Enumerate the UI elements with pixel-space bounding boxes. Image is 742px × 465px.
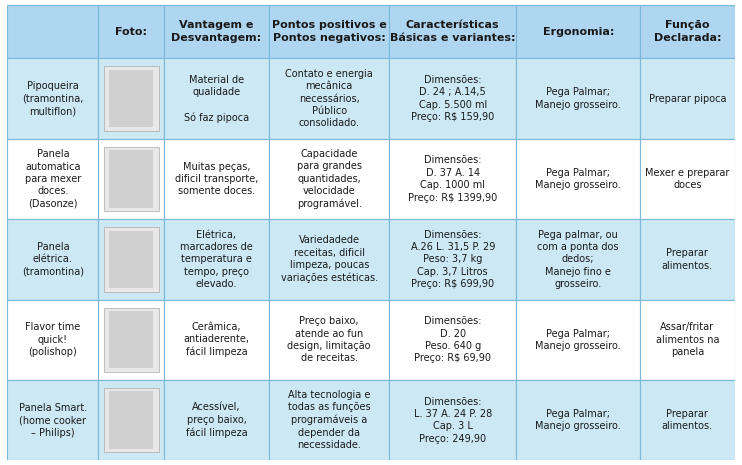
Bar bbox=[99, 59, 164, 139]
Text: Panela Smart.
(home cooker
– Philips): Panela Smart. (home cooker – Philips) bbox=[19, 403, 87, 438]
Text: Pega Palmar;
Manejo grosseiro.: Pega Palmar; Manejo grosseiro. bbox=[536, 87, 621, 110]
Bar bbox=[164, 5, 269, 59]
Bar bbox=[104, 308, 159, 372]
Bar bbox=[109, 392, 153, 449]
Text: Acessível,
preço baixo,
fácil limpeza: Acessível, preço baixo, fácil limpeza bbox=[186, 402, 247, 438]
Bar bbox=[104, 147, 159, 211]
Bar bbox=[164, 139, 269, 219]
Bar bbox=[640, 299, 735, 380]
Text: Assar/fritar
alimentos na
panela: Assar/fritar alimentos na panela bbox=[656, 322, 719, 357]
Bar bbox=[269, 219, 390, 299]
Bar bbox=[640, 219, 735, 299]
Text: Elétrica,
marcadores de
temperatura e
tempo, preço
elevado.: Elétrica, marcadores de temperatura e te… bbox=[180, 230, 253, 289]
Text: Contato e energia
mecânica
necessários,
Público
consolidado.: Contato e energia mecânica necessários, … bbox=[286, 69, 373, 128]
Bar bbox=[390, 139, 516, 219]
Bar bbox=[390, 299, 516, 380]
Bar bbox=[104, 388, 159, 452]
Bar bbox=[390, 380, 516, 460]
Bar bbox=[516, 380, 640, 460]
Text: Material de
qualidade

Só faz pipoca: Material de qualidade Só faz pipoca bbox=[184, 75, 249, 123]
Text: Pipoqueira
(tramontina,
multiflon): Pipoqueira (tramontina, multiflon) bbox=[22, 81, 84, 116]
Bar bbox=[99, 299, 164, 380]
Bar bbox=[99, 219, 164, 299]
Text: Características
Básicas e variantes:: Características Básicas e variantes: bbox=[390, 20, 516, 43]
Text: Pega Palmar;
Manejo grosseiro.: Pega Palmar; Manejo grosseiro. bbox=[536, 409, 621, 432]
Text: Preço baixo,
atende ao fun
design, limitação
de receitas.: Preço baixo, atende ao fun design, limit… bbox=[287, 316, 371, 363]
Text: Mexer e preparar
doces: Mexer e preparar doces bbox=[645, 168, 729, 190]
Text: Flavor time
quick!
(polishop): Flavor time quick! (polishop) bbox=[25, 322, 80, 357]
Bar bbox=[516, 299, 640, 380]
Text: Vantagem e
Desvantagem:: Vantagem e Desvantagem: bbox=[171, 20, 261, 43]
Text: Capacidade
para grandes
quantidades,
velocidade
programável.: Capacidade para grandes quantidades, vel… bbox=[297, 149, 361, 209]
Text: Panela
automatica
para mexer
doces.
(Dasonze): Panela automatica para mexer doces. (Das… bbox=[24, 149, 81, 209]
Text: Panela
elétrica.
(tramontina): Panela elétrica. (tramontina) bbox=[22, 242, 84, 277]
Bar bbox=[109, 150, 153, 208]
Bar bbox=[269, 299, 390, 380]
Bar bbox=[640, 59, 735, 139]
Bar bbox=[7, 139, 99, 219]
Text: Dimensões:
D. 20
Peso. 640 g
Preço: R$ 69,90: Dimensões: D. 20 Peso. 640 g Preço: R$ 6… bbox=[414, 316, 491, 363]
Bar bbox=[390, 219, 516, 299]
Bar bbox=[269, 59, 390, 139]
Bar bbox=[390, 5, 516, 59]
Text: Foto:: Foto: bbox=[115, 27, 147, 37]
Text: Pega Palmar;
Manejo grosseiro.: Pega Palmar; Manejo grosseiro. bbox=[536, 168, 621, 190]
Text: Dimensões:
D. 24 ; A.14,5
Cap. 5.500 ml
Preço: R$ 159,90: Dimensões: D. 24 ; A.14,5 Cap. 5.500 ml … bbox=[411, 75, 494, 122]
Bar bbox=[104, 227, 159, 292]
Text: Muitas peças,
dificil transporte,
somente doces.: Muitas peças, dificil transporte, soment… bbox=[175, 162, 258, 196]
Bar bbox=[269, 139, 390, 219]
Bar bbox=[164, 219, 269, 299]
Bar bbox=[109, 311, 153, 368]
Bar bbox=[640, 380, 735, 460]
Text: Preparar pipoca: Preparar pipoca bbox=[649, 93, 726, 104]
Bar bbox=[164, 299, 269, 380]
Bar bbox=[164, 380, 269, 460]
Bar bbox=[269, 380, 390, 460]
Bar bbox=[7, 380, 99, 460]
Text: Função
Declarada:: Função Declarada: bbox=[654, 20, 721, 43]
Text: Ergonomia:: Ergonomia: bbox=[542, 27, 614, 37]
Bar bbox=[269, 5, 390, 59]
Text: Dimensões:
D. 37 A. 14
Cap. 1000 ml
Preço: R$ 1399,90: Dimensões: D. 37 A. 14 Cap. 1000 ml Preç… bbox=[408, 155, 497, 203]
Text: Cerâmica,
antiaderente,
fácil limpeza: Cerâmica, antiaderente, fácil limpeza bbox=[183, 322, 249, 358]
Text: Preparar
alimentos.: Preparar alimentos. bbox=[662, 248, 713, 271]
Bar bbox=[7, 219, 99, 299]
Bar bbox=[109, 231, 153, 288]
Bar bbox=[516, 219, 640, 299]
Text: Pega palmar, ou
com a ponta dos
dedos;
Manejo fino e
grosseiro.: Pega palmar, ou com a ponta dos dedos; M… bbox=[537, 230, 619, 289]
Text: Pontos positivos e
Pontos negativos:: Pontos positivos e Pontos negativos: bbox=[272, 20, 387, 43]
Text: Dimensões:
A.26 L. 31,5 P. 29
Peso: 3,7 kg
Cap. 3,7 Litros
Preço: R$ 699,90: Dimensões: A.26 L. 31,5 P. 29 Peso: 3,7 … bbox=[410, 230, 495, 289]
Bar bbox=[516, 139, 640, 219]
Bar bbox=[7, 59, 99, 139]
Bar bbox=[164, 59, 269, 139]
Bar bbox=[640, 5, 735, 59]
Bar bbox=[390, 59, 516, 139]
Bar bbox=[7, 299, 99, 380]
Bar bbox=[7, 5, 99, 59]
Bar bbox=[99, 5, 164, 59]
Bar bbox=[109, 70, 153, 127]
Bar bbox=[99, 139, 164, 219]
Text: Preparar
alimentos.: Preparar alimentos. bbox=[662, 409, 713, 432]
Text: Variedadede
receitas, dificil
limpeza, poucas
variações estéticas.: Variedadede receitas, dificil limpeza, p… bbox=[280, 235, 378, 283]
Bar bbox=[104, 66, 159, 131]
Text: Pega Palmar;
Manejo grosseiro.: Pega Palmar; Manejo grosseiro. bbox=[536, 329, 621, 351]
Bar bbox=[516, 59, 640, 139]
Bar bbox=[640, 139, 735, 219]
Text: Alta tecnologia e
todas as funções
programáveis a
depender da
necessidade.: Alta tecnologia e todas as funções progr… bbox=[288, 390, 370, 450]
Text: Dimensões:
L. 37 A. 24 P. 28
Cap. 3 L
Preço: 249,90: Dimensões: L. 37 A. 24 P. 28 Cap. 3 L Pr… bbox=[414, 397, 492, 444]
Bar bbox=[99, 380, 164, 460]
Bar bbox=[516, 5, 640, 59]
